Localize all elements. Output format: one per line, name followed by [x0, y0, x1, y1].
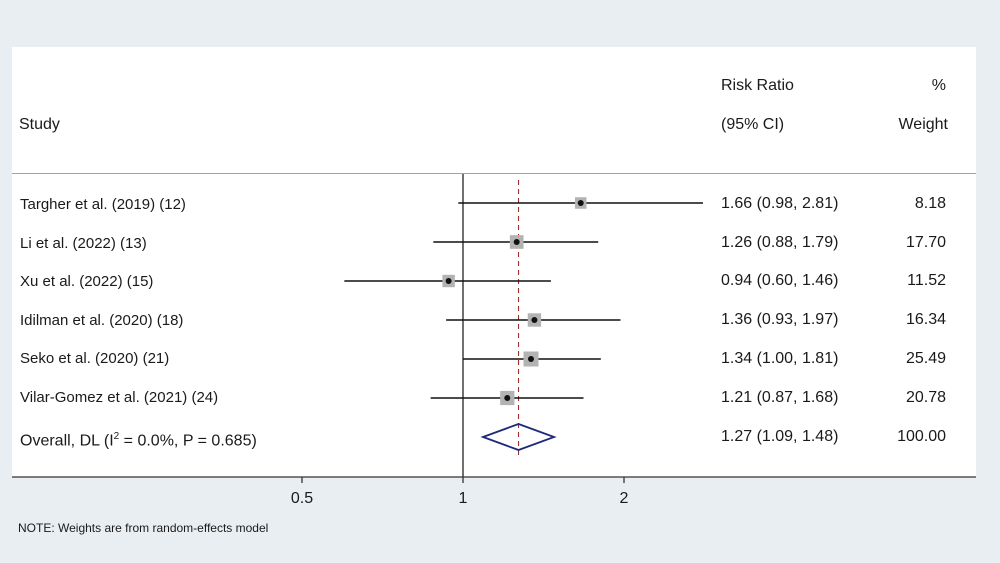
study-label: Vilar-Gomez et al. (2021) (24): [20, 389, 219, 406]
x-tick-label: 0.5: [290, 490, 314, 507]
study-label: Seko et al. (2020) (21): [20, 350, 170, 367]
point-estimate: [527, 356, 534, 362]
x-tick-label: 2: [619, 490, 629, 507]
header-risk-ratio: Risk Ratio: [721, 77, 794, 94]
study-weight: 11.52: [907, 272, 946, 289]
study-label: Xu et al. (2022) (15): [20, 273, 154, 290]
study-ci: 1.66 (0.98, 2.81): [721, 195, 839, 212]
study-ci: 0.94 (0.60, 1.46): [721, 272, 839, 289]
point-estimate: [513, 239, 520, 245]
header-weight: Weight: [898, 116, 948, 133]
x-tick-label: 1: [458, 490, 468, 507]
overall-label: Overall, DL (I2 = 0.0%, P = 0.685): [20, 428, 257, 450]
study-label: Targher et al. (2019) (12): [20, 196, 186, 213]
study-weight: 25.49: [905, 350, 946, 367]
overall-prefix: Overall, DL (I: [20, 432, 114, 450]
chart-panel: [12, 47, 976, 477]
point-estimate: [531, 317, 538, 323]
point-estimate: [445, 278, 452, 284]
header-divider: [12, 173, 976, 174]
study-ci: 1.34 (1.00, 1.81): [721, 350, 839, 367]
header-ci: (95% CI): [721, 116, 785, 133]
footnote: NOTE: Weights are from random-effects mo…: [18, 521, 269, 535]
header-percent: %: [931, 77, 946, 94]
overall-weight: 100.00: [897, 428, 946, 445]
overall-suffix: = 0.0%, P = 0.685): [119, 432, 257, 450]
point-estimate: [577, 200, 584, 206]
point-estimate: [504, 395, 511, 401]
header-study: Study: [19, 116, 60, 133]
study-weight: 17.70: [905, 234, 946, 251]
overall-sup: 2: [113, 431, 120, 442]
study-weight: 16.34: [905, 311, 946, 328]
pooled-diamond: [480, 423, 557, 451]
study-ci: 1.26 (0.88, 1.79): [721, 234, 839, 251]
study-ci: 1.36 (0.93, 1.97): [721, 311, 839, 328]
study-weight: 20.78: [905, 389, 946, 406]
study-label: Li et al. (2022) (13): [20, 235, 147, 252]
study-ci: 1.21 (0.87, 1.68): [721, 389, 839, 406]
study-label: Idilman et al. (2020) (18): [20, 312, 184, 329]
overall-ci: 1.27 (1.09, 1.48): [721, 428, 839, 445]
study-weight: 8.18: [914, 195, 946, 212]
